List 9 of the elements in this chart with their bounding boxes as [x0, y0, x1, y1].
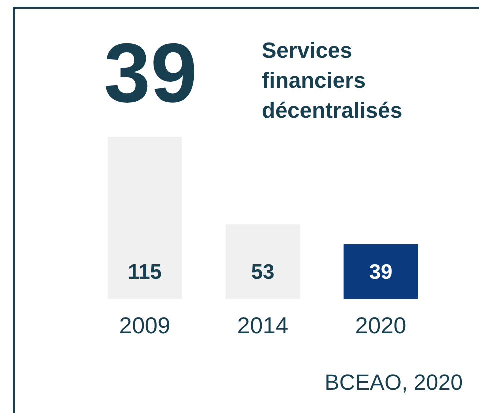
chart-subtitle: Services financiers décentralisés	[262, 37, 404, 125]
data-label: 53	[251, 261, 275, 284]
x-tick-label: 2009	[119, 312, 171, 339]
chart-title: 39	[104, 26, 198, 120]
x-tick-label: 2014	[237, 312, 289, 339]
x-tick-label: 2020	[355, 312, 407, 339]
text: BCEAO, 2020	[324, 370, 463, 396]
data-label: 39	[369, 261, 393, 284]
data-label: 115	[128, 261, 162, 284]
